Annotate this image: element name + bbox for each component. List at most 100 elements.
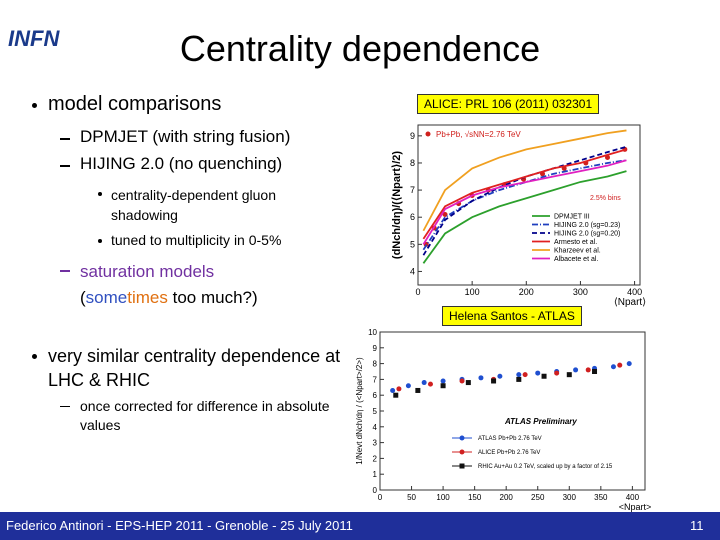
data-point: [440, 378, 446, 384]
text-run: (: [80, 288, 86, 307]
x-tick-label: 200: [519, 287, 534, 297]
bullet: saturation models (sometimes too much?): [80, 259, 258, 311]
data-point: [566, 372, 572, 378]
bullet: HIJING 2.0 (no quenching): [80, 154, 283, 173]
data-point: [491, 378, 497, 384]
footer-text: Federico Antinori - EPS-HEP 2011 - Greno…: [6, 518, 353, 533]
x-tick-label: 200: [500, 493, 514, 502]
model-curve: [422, 148, 627, 240]
legend-label: HIJING 2.0 (sg=0.23): [554, 222, 620, 229]
data-point: [427, 381, 433, 387]
dash-marker: [60, 138, 70, 140]
legend-label: Armesto et al.: [554, 239, 597, 246]
data-point: [610, 364, 616, 370]
y-tick-label: 4: [410, 266, 415, 276]
bullet: model comparisons: [48, 93, 222, 115]
x-tick-label: 300: [573, 287, 588, 297]
y-tick-label: 7: [373, 375, 378, 384]
x-tick-label: 0: [415, 287, 420, 297]
data-point: [390, 387, 396, 393]
x-axis-label: <Npart>: [619, 502, 652, 512]
data-point: [459, 378, 465, 384]
credit-box: Helena Santos - ATLAS: [442, 306, 582, 326]
bullet: DPMJET (with string fusion): [80, 127, 291, 146]
legend-label: HIJING 2.0 (sg=0.20): [554, 231, 620, 238]
x-tick-label: 0: [378, 493, 383, 502]
legend-marker: [459, 463, 465, 469]
y-tick-label: 0: [373, 486, 378, 495]
y-tick-label: 2: [373, 454, 378, 463]
legend-label: ATLAS Pb+Pb 2.76 TeV: [478, 436, 542, 442]
dash-marker: [60, 270, 70, 272]
y-tick-label: 9: [373, 344, 378, 353]
data-point: [522, 372, 528, 378]
footer-bar: [400, 512, 720, 540]
bullet-marker: [32, 354, 37, 359]
text-run: saturation models: [80, 262, 215, 281]
x-tick-label: 250: [531, 493, 545, 502]
x-tick-label: 100: [436, 493, 450, 502]
data-point: [393, 392, 399, 398]
reference-box: ALICE: PRL 106 (2011) 032301: [417, 94, 600, 114]
data-point: [405, 383, 411, 389]
y-tick-label: 10: [368, 328, 377, 337]
legend-marker: [425, 131, 431, 137]
data-point: [585, 367, 591, 373]
data-point: [592, 369, 598, 374]
data-point: [396, 386, 402, 392]
x-tick-label: 300: [563, 493, 577, 502]
y-tick-label: 6: [373, 391, 378, 400]
y-tick-label: 8: [410, 158, 415, 168]
model-curve: [422, 159, 627, 251]
page-number: 11: [690, 518, 704, 533]
y-tick-label: 3: [373, 439, 378, 448]
data-point: [554, 370, 560, 376]
y-tick-label: 6: [410, 212, 415, 222]
model-curve: [422, 159, 627, 245]
data-point: [626, 361, 632, 367]
bullet: once corrected for difference in absolut…: [80, 398, 330, 433]
x-tick-label: 350: [594, 493, 608, 502]
legend-label: Kharzeev et al.: [554, 248, 601, 255]
title: Centrality dependence: [179, 28, 541, 69]
y-tick-label: 8: [373, 360, 378, 369]
legend-marker: [459, 435, 465, 441]
x-axis-label: ⟨Npart⟩: [614, 297, 646, 308]
bullet: centrality-dependent gluon shadowing: [111, 187, 277, 223]
logo: INFN: [8, 26, 60, 51]
text-run: too much?): [167, 288, 258, 307]
data-point: [442, 211, 448, 217]
data-point: [617, 362, 623, 368]
legend-label: RHIC Au+Au 0.2 TeV, scaled up by a facto…: [478, 464, 613, 470]
legend-label: Albacete et al.: [554, 256, 598, 263]
y-tick-label: 5: [373, 407, 378, 416]
data-point: [573, 367, 579, 373]
y-tick-label: 4: [373, 423, 378, 432]
y-tick-label: 1: [373, 470, 378, 479]
dash-marker: [60, 165, 70, 167]
data-point: [605, 155, 611, 161]
y-tick-label: 5: [410, 239, 415, 249]
x-tick-label: 100: [465, 287, 480, 297]
text-run: some: [85, 288, 128, 307]
annotation: ATLAS Preliminary: [504, 417, 577, 426]
plot-frame: [417, 124, 641, 286]
model-curve: [422, 129, 627, 232]
bullet: tuned to multiplicity in 0-5%: [111, 232, 282, 248]
legend-label: Pb+Pb, √sNN=2.76 TeV: [436, 130, 521, 139]
model-curve: [422, 145, 627, 256]
legend-marker: [459, 449, 465, 455]
bullet-marker: [32, 103, 37, 108]
data-point: [516, 372, 522, 378]
annotation: 2.5% bins: [590, 195, 621, 202]
x-tick-label: 400: [627, 287, 642, 297]
data-point: [541, 373, 547, 379]
data-point: [497, 373, 503, 379]
data-point: [421, 380, 427, 386]
legend-label: ALICE Pb+Pb 2.76 TeV: [478, 450, 540, 456]
x-tick-label: 400: [626, 493, 640, 502]
y-axis-label: 1/Nevt dNch/dη / (<Npart>/2>): [355, 357, 364, 465]
y-tick-label: 7: [410, 185, 415, 195]
